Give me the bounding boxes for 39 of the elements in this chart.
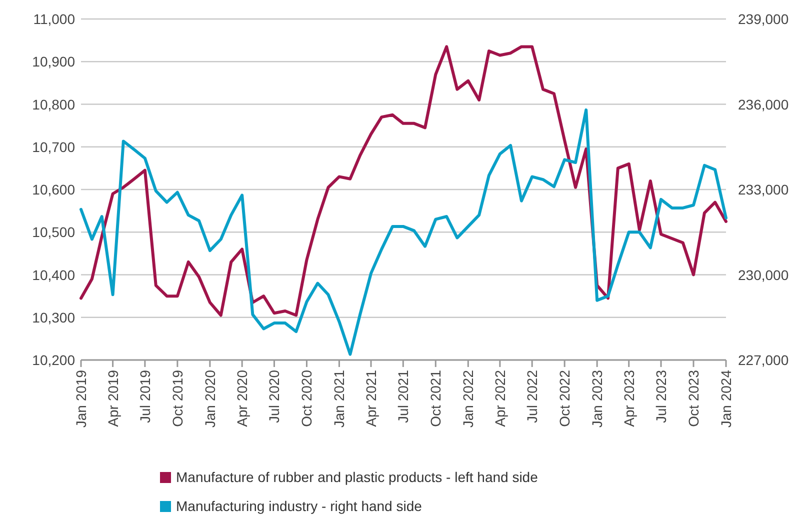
line-series [80,45,728,317]
y2-tick-label: 233,000 [738,182,789,198]
line-series [80,108,728,356]
x-tick-label: Jan 2022 [460,370,476,428]
x-tick-label: Oct 2023 [686,370,702,427]
x-tick-label: Oct 2021 [428,370,444,427]
x-tick-label: Jan 2020 [202,370,218,428]
y-tick-label: 10,900 [32,54,76,70]
x-tick-label: Oct 2020 [298,370,315,427]
x-tick-label: Jul 2021 [395,370,412,423]
x-tick-label: Jul 2023 [653,370,670,423]
x-tick-label: Apr 2022 [492,370,508,427]
y-tick-label: 10,700 [32,138,76,155]
y-tick-label: 10,200 [32,352,76,368]
x-tick-label: Jul 2019 [136,370,153,423]
y-tick-label: 10,300 [32,309,76,326]
y-tick-label: 10,500 [32,224,76,240]
x-tick-label: Jan 2024 [718,370,734,428]
x-tick-label: Jan 2019 [73,370,89,428]
x-tick-label: Jan 2023 [589,370,606,428]
x-tick-label: Jul 2020 [266,370,282,423]
x-tick-label: Apr 2021 [363,370,380,427]
y-tick-label: 11,000 [33,11,76,27]
x-tick-label: Jul 2022 [524,370,540,423]
y2-tick-label: 239,000 [738,11,789,27]
x-tick-label: Apr 2020 [234,370,250,427]
y2-tick-label: 236,000 [738,96,789,112]
x-tick-label: Jan 2021 [331,370,348,428]
x-tick-label: Oct 2019 [169,370,186,427]
y-tick-label: 10,600 [32,182,76,198]
legend-label: Manufacturing industry - right hand side [176,498,422,514]
legend-label: Manufacture of rubber and plastic products - left hand side [176,469,538,485]
y2-tick-label: 227,000 [738,352,789,368]
y2-tick-label: 230,000 [738,266,789,283]
y-tick-label: 10,800 [32,96,76,112]
x-tick-label: Apr 2023 [620,370,637,427]
y-tick-label: 10,400 [32,266,76,283]
x-tick-label: Apr 2019 [104,370,121,427]
x-tick-label: Oct 2022 [556,370,573,427]
